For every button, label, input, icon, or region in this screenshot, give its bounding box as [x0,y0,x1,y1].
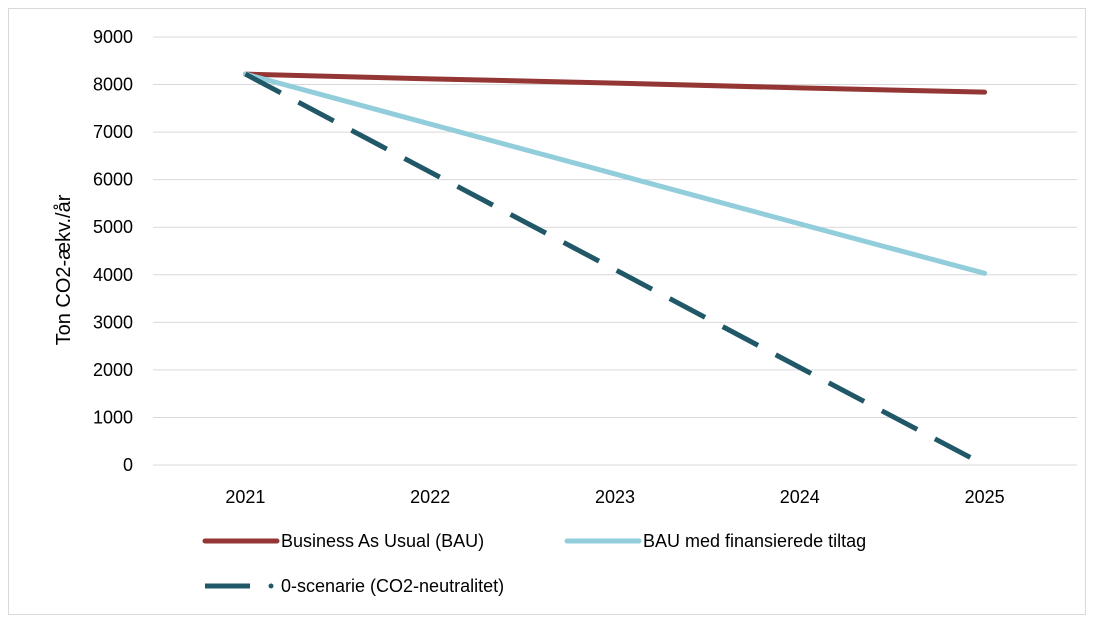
x-tick-label: 2022 [410,487,450,507]
legend-label: Business As Usual (BAU) [281,531,484,551]
legend-item: 0-scenarie (CO2-neutralitet) [205,576,504,596]
y-tick-label: 0 [123,455,133,475]
y-tick-label: 5000 [93,217,133,237]
chart-frame [8,8,1086,615]
y-tick-label: 1000 [93,407,133,427]
y-tick-label: 4000 [93,265,133,285]
x-tick-label: 2021 [225,487,265,507]
grid-lines [153,36,1077,466]
y-axis-ticks: 0 1000 2000 3000 4000 5000 6000 7000 8000 9000 [93,27,133,475]
legend-item: BAU med finansierede tiltag [564,531,866,551]
legend-label: BAU med finansierede tiltag [643,531,866,551]
y-tick-label: 9000 [93,27,133,47]
y-tick-label: 8000 [93,75,133,95]
x-tick-label: 2024 [780,487,820,507]
x-axis-ticks: 2021 2022 2023 2024 2025 [225,487,1004,507]
legend-item: Business As Usual (BAU) [202,531,484,551]
y-tick-label: 3000 [93,312,133,332]
series-line-3 [244,71,986,468]
series-line-2 [242,71,988,276]
legend-label: 0-scenarie (CO2-neutralitet) [281,576,504,596]
x-tick-label: 2023 [595,487,635,507]
legend-swatch-dot [268,583,274,589]
legend: Business As Usual (BAU) BAU med finansier… [202,531,866,596]
y-tick-label: 2000 [93,360,133,380]
x-tick-label: 2025 [965,487,1005,507]
y-tick-label: 7000 [93,122,133,142]
y-tick-label: 6000 [93,170,133,190]
series-line-1 [242,71,988,95]
series-lines [242,71,988,468]
y-axis-label: Ton CO2-ækv./år [53,194,75,345]
